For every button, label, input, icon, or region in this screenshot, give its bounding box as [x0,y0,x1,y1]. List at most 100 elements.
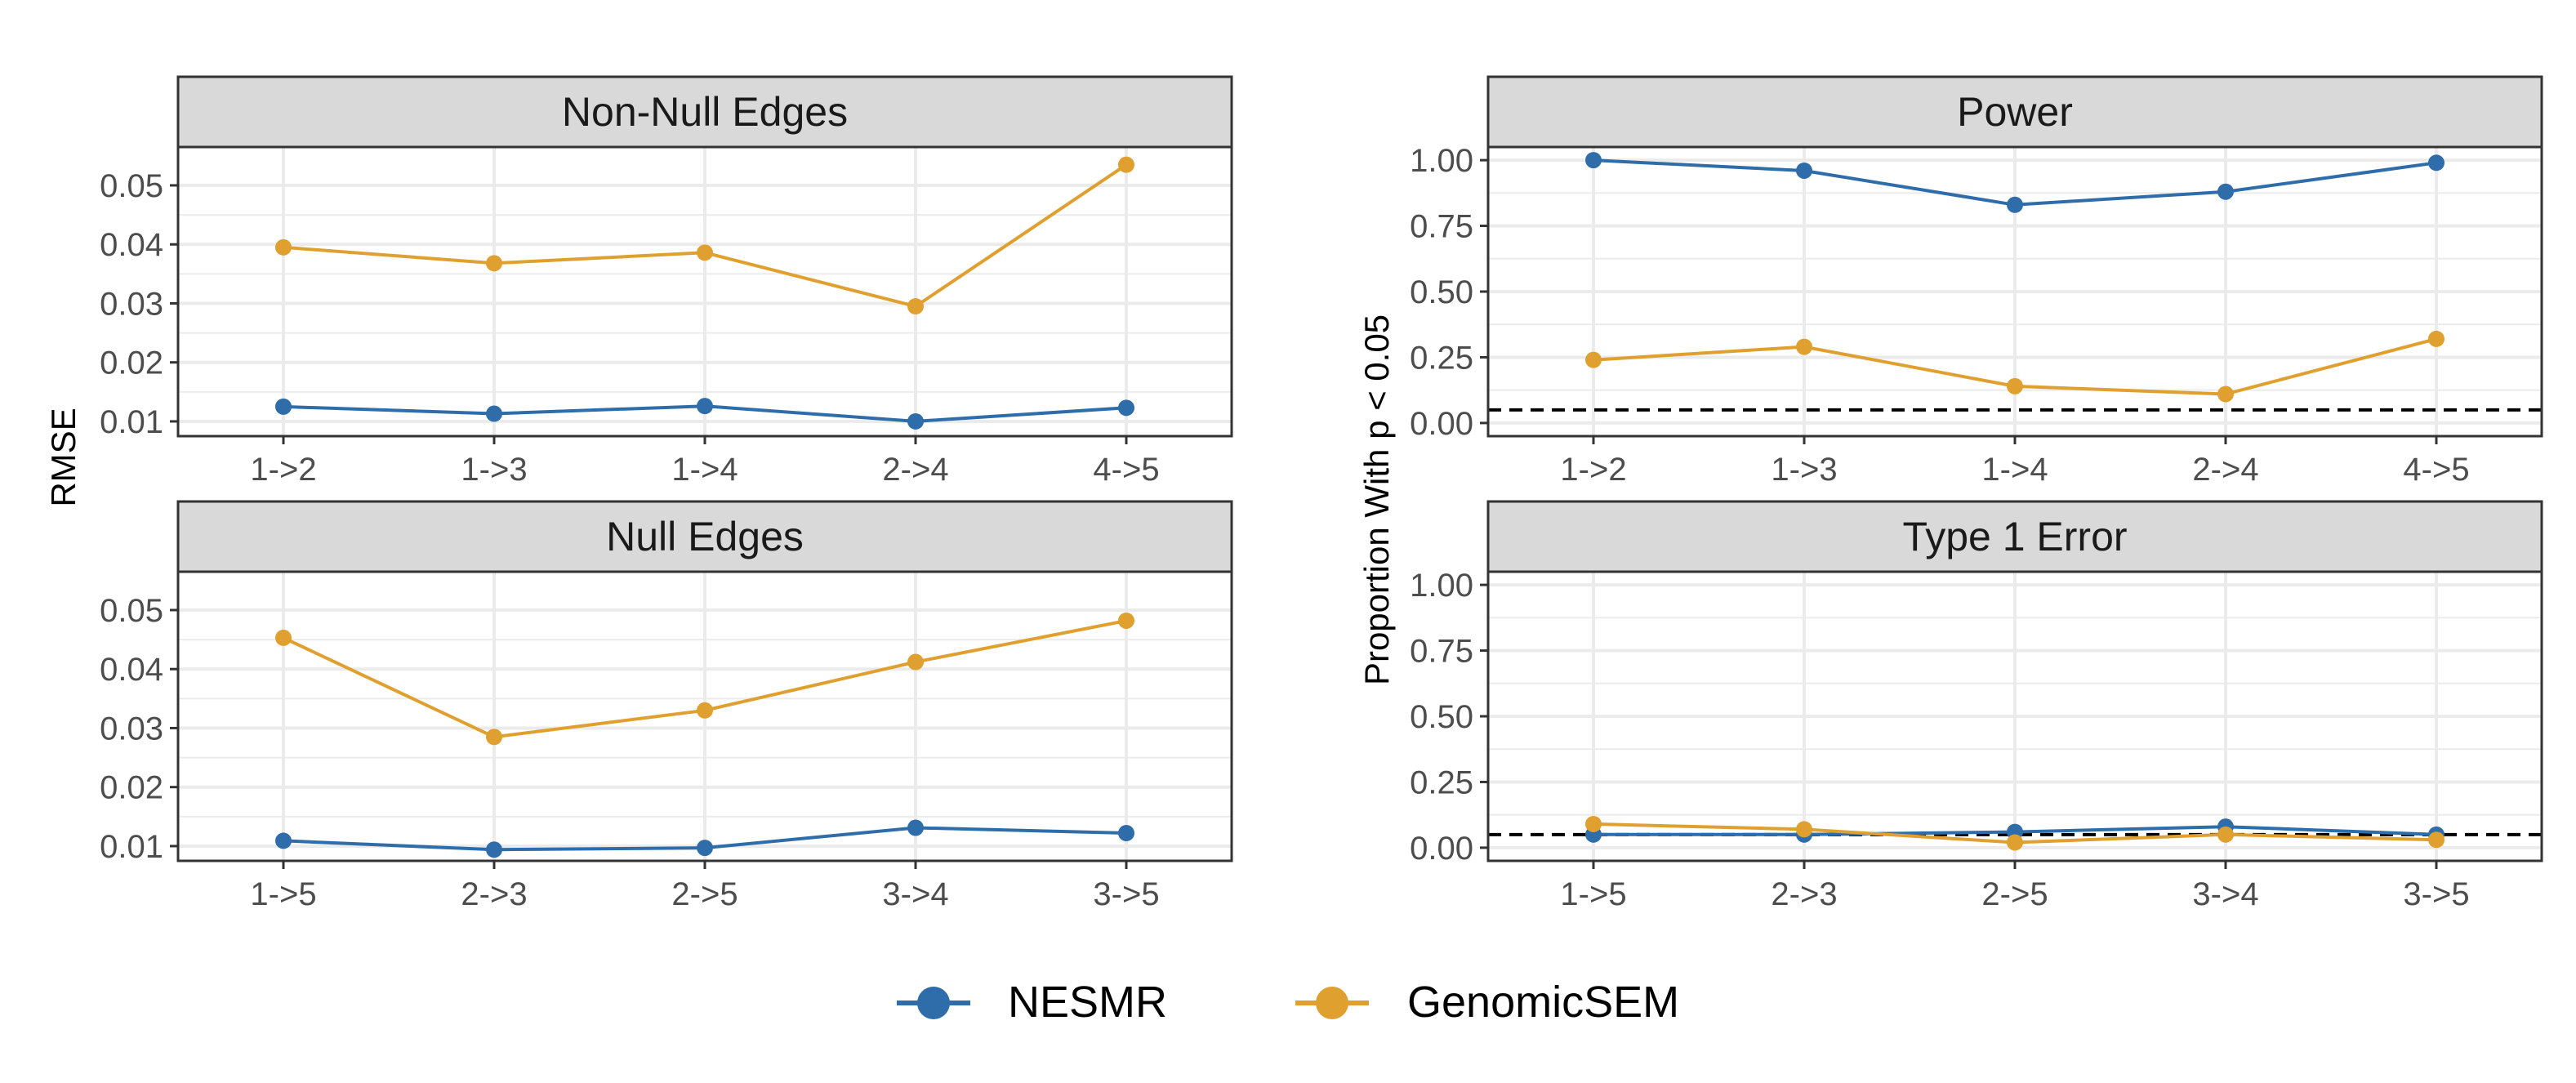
y-axis-label-proportion: Proportion With p < 0.05 [1357,314,1396,685]
legend-label: GenomicSEM [1407,978,1679,1027]
x-tick-label: 4->5 [1093,452,1159,488]
y-tick-label: 0.01 [100,829,163,865]
data-point-genomicsem [697,702,713,719]
y-tick-label: 1.00 [1410,568,1473,604]
data-point-nesmr [486,841,502,858]
panel-border [176,570,1233,862]
x-tick-label: 3->4 [2192,876,2258,912]
x-tick-label: 1->3 [1771,452,1837,488]
y-tick-label: 0.50 [1410,274,1473,310]
data-point-genomicsem [486,729,502,746]
data-point-nesmr [697,840,713,857]
panel-border [1486,145,2543,438]
y-tick-label: 0.25 [1410,340,1473,376]
x-tick-label: 4->5 [2403,452,2469,488]
data-point-genomicsem [697,244,713,261]
facet-title: Null Edges [606,514,804,559]
legend-key-point [917,987,950,1019]
data-point-nesmr [486,405,502,422]
data-point-nesmr [907,412,924,430]
y-tick-label: 0.04 [100,227,163,263]
data-point-nesmr [275,832,292,849]
data-point-genomicsem [275,629,292,646]
data-point-genomicsem [2007,834,2023,851]
x-tick-label: 2->4 [2192,452,2258,488]
data-point-nesmr [1796,162,1812,179]
data-point-genomicsem [1118,612,1134,629]
data-point-genomicsem [2217,386,2234,403]
y-tick-label: 0.03 [100,286,163,322]
legend-item-nesmr: NESMR [897,978,1167,1027]
data-point-genomicsem [486,255,502,272]
data-point-genomicsem [2428,330,2445,347]
data-point-nesmr [1118,399,1134,417]
facet-strip [176,75,1233,149]
panel-non-null-edges: Non-Null Edges 0.01 0.02 0.03 0.04 0.05 1->2 1-… [100,75,1233,488]
data-point-nesmr [697,398,713,415]
x-tick-label: 1->4 [1981,452,2048,488]
x-tick-label: 1->4 [671,452,738,488]
data-point-genomicsem [1118,156,1134,173]
facet-title: Power [1957,89,2073,135]
data-point-genomicsem [1796,338,1812,355]
data-point-nesmr [2428,154,2445,172]
y-tick-label: 0.00 [1410,831,1473,867]
data-point-genomicsem [2217,826,2234,843]
facet-title: Type 1 Error [1902,514,2127,559]
data-point-genomicsem [907,653,924,671]
data-point-nesmr [1118,825,1134,842]
data-point-genomicsem [2007,377,2023,394]
legend-label: NESMR [1008,978,1167,1027]
y-tick-label: 0.00 [1410,406,1473,442]
x-tick-label: 3->5 [2403,876,2469,912]
x-tick-label: 2->3 [461,876,527,912]
panel-type-1-error: Type 1 Error 0.00 0.25 0.50 0.75 1.00 1->5 2->3… [1410,500,2543,912]
data-point-nesmr [1585,152,1602,169]
x-tick-label: 2->5 [1981,876,2048,912]
x-tick-label: 2->5 [671,876,738,912]
data-point-nesmr [2217,183,2234,200]
data-point-genomicsem [1585,815,1602,832]
data-point-genomicsem [1585,351,1602,368]
legend-item-genomicsem: GenomicSEM [1295,978,1679,1027]
y-tick-label: 0.75 [1410,209,1473,245]
data-point-nesmr [275,398,292,415]
y-tick-label: 0.04 [100,652,163,688]
facet-strip [176,500,1233,573]
legend-key-point [1316,987,1348,1019]
data-point-genomicsem [2428,831,2445,849]
y-tick-label: 0.25 [1410,764,1473,800]
x-tick-label: 2->3 [1771,876,1837,912]
x-tick-label: 1->2 [1560,452,1626,488]
y-tick-label: 0.03 [100,711,163,747]
legend: NESMR GenomicSEM [897,978,1679,1027]
data-point-genomicsem [1796,821,1812,838]
data-point-nesmr [2007,196,2023,213]
panels: Non-Null Edges 0.01 0.02 0.03 0.04 0.05 1->2 1-… [100,75,2543,912]
panel-border [1486,570,2543,862]
y-tick-label: 0.02 [100,345,163,381]
x-tick-label: 1->5 [250,876,316,912]
x-tick-label: 3->4 [882,876,948,912]
x-tick-label: 3->5 [1093,876,1159,912]
x-tick-label: 1->3 [461,452,527,488]
x-tick-label: 1->2 [250,452,316,488]
y-tick-label: 0.50 [1410,699,1473,735]
y-tick-label: 0.05 [100,593,163,629]
panel-null-edges: Null Edges 0.01 0.02 0.03 0.04 0.05 1->5 2->3 2-… [100,500,1233,912]
y-tick-label: 0.75 [1410,634,1473,670]
facet-title: Non-Null Edges [562,89,848,135]
panel-power: Power 0.00 0.25 0.50 0.75 1.00 1->2 1->3 1->4 2->… [1410,75,2543,488]
data-point-nesmr [907,819,924,836]
data-point-genomicsem [907,298,924,315]
y-axis-label-rmse: RMSE [44,408,82,506]
data-point-genomicsem [275,238,292,256]
y-tick-label: 1.00 [1410,143,1473,179]
x-tick-label: 2->4 [882,452,948,488]
y-tick-label: 0.02 [100,770,163,806]
y-tick-label: 0.05 [100,168,163,204]
panel-border [176,145,1233,438]
x-tick-label: 1->5 [1560,876,1626,912]
y-tick-label: 0.01 [100,404,163,440]
